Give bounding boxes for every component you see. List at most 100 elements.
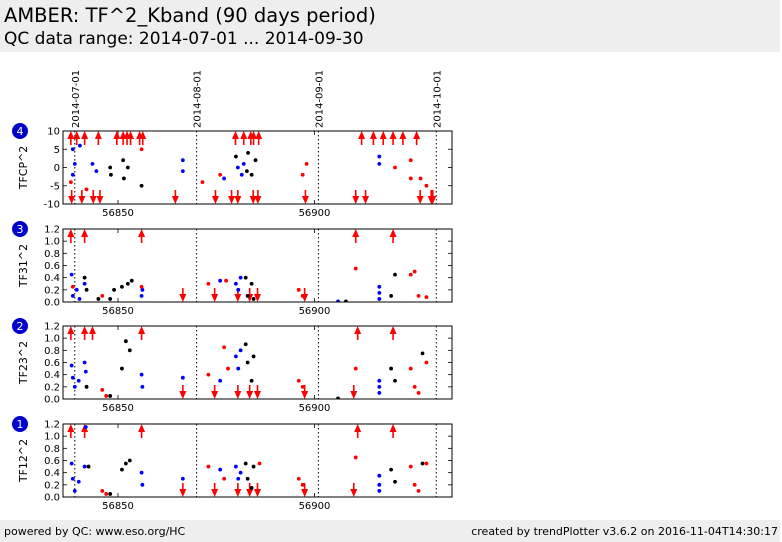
data-point xyxy=(416,391,421,395)
data-point xyxy=(412,384,417,389)
data-point xyxy=(224,278,228,283)
arrow-up-head xyxy=(67,229,75,237)
data-point xyxy=(245,476,250,481)
arrow-up-head xyxy=(389,131,397,139)
x-tick-label: 56850 xyxy=(102,208,134,219)
data-point xyxy=(412,269,417,274)
arrow-down-head xyxy=(234,391,242,399)
data-point xyxy=(353,366,358,371)
arrow-down-head xyxy=(301,489,309,497)
data-point xyxy=(251,464,256,469)
data-point xyxy=(243,461,248,466)
data-point xyxy=(218,172,223,177)
data-point xyxy=(300,172,305,177)
panel-badge-number: 4 xyxy=(17,125,24,138)
arrow-up-head xyxy=(369,131,377,139)
arrow-up-head xyxy=(354,424,362,432)
y-tick-label: 1.0 xyxy=(44,334,60,345)
data-point xyxy=(206,372,211,377)
data-point xyxy=(249,172,254,177)
data-point xyxy=(246,151,250,155)
date-marker-label: 2014-09-01 xyxy=(314,70,325,128)
arrow-up-head xyxy=(379,131,387,139)
arrow-down-head xyxy=(89,196,97,204)
data-point xyxy=(377,482,382,487)
data-point xyxy=(74,287,79,292)
y-tick-label: 0.8 xyxy=(44,249,60,260)
y-tick-label: 0.4 xyxy=(44,468,60,479)
data-point xyxy=(336,396,340,399)
data-point xyxy=(140,384,145,389)
y-tick-label: 1.2 xyxy=(44,322,60,333)
data-point xyxy=(416,294,421,298)
arrow-up-head xyxy=(139,131,147,139)
data-point xyxy=(257,461,262,466)
data-point xyxy=(424,461,429,466)
data-point xyxy=(120,467,124,472)
arrow-down-head xyxy=(301,391,309,399)
data-point xyxy=(109,172,113,177)
y-tick-label: 0.4 xyxy=(44,370,60,381)
panel-frame xyxy=(62,228,453,303)
data-layer xyxy=(67,424,429,497)
data-point xyxy=(377,290,382,295)
data-point xyxy=(108,394,113,398)
data-point xyxy=(408,464,413,469)
data-point xyxy=(84,384,89,389)
data-point xyxy=(377,161,382,166)
arrow-up-head xyxy=(250,131,258,139)
data-point xyxy=(424,360,429,365)
data-point xyxy=(420,351,425,356)
arrow-down-head xyxy=(249,196,257,204)
data-point xyxy=(243,342,248,347)
date-marker-label: 2014-10-01 xyxy=(432,70,443,128)
data-point xyxy=(139,470,144,475)
arrow-up-head xyxy=(81,326,89,334)
data-point xyxy=(236,287,241,292)
arrow-up-head xyxy=(138,326,146,334)
panel-badge xyxy=(12,221,28,237)
data-point xyxy=(389,467,393,472)
data-point xyxy=(139,372,144,377)
data-point xyxy=(121,158,126,163)
data-point xyxy=(72,161,77,166)
data-point xyxy=(69,461,74,466)
data-point xyxy=(82,360,87,365)
arrow-up-head xyxy=(354,326,362,334)
data-point xyxy=(70,375,75,380)
data-point xyxy=(253,158,258,163)
arrow-up-head xyxy=(413,131,421,139)
data-point xyxy=(353,455,358,460)
data-point xyxy=(249,378,254,383)
arrow-up-head xyxy=(358,131,366,139)
data-point xyxy=(76,378,81,383)
y-tick-label: 1.0 xyxy=(44,432,60,443)
y-axis-label: TF23^2 xyxy=(17,341,30,385)
data-point xyxy=(70,147,75,152)
y-tick-label: 0.4 xyxy=(44,273,60,284)
data-point xyxy=(100,489,105,493)
data-point xyxy=(233,464,238,469)
data-point xyxy=(245,294,250,298)
data-point xyxy=(100,387,105,392)
data-point xyxy=(222,476,227,481)
data-point xyxy=(96,297,101,301)
arrow-down-head xyxy=(211,391,219,399)
data-point xyxy=(94,169,99,174)
data-point xyxy=(180,476,185,481)
data-point xyxy=(84,187,89,192)
data-point xyxy=(76,479,81,484)
data-point xyxy=(140,287,145,292)
y-axis-label: TFCP^2 xyxy=(17,146,30,191)
data-point xyxy=(238,470,243,475)
data-point xyxy=(86,464,91,469)
y-tick-label: -10 xyxy=(44,200,60,211)
y-tick-label: -5 xyxy=(50,181,60,192)
arrow-up-head xyxy=(67,424,75,432)
data-point xyxy=(140,482,145,487)
data-point xyxy=(100,294,105,298)
y-tick-label: 1.2 xyxy=(44,420,60,431)
arrow-up-head xyxy=(389,229,397,237)
arrow-down-head xyxy=(429,196,437,204)
data-point xyxy=(300,384,305,389)
